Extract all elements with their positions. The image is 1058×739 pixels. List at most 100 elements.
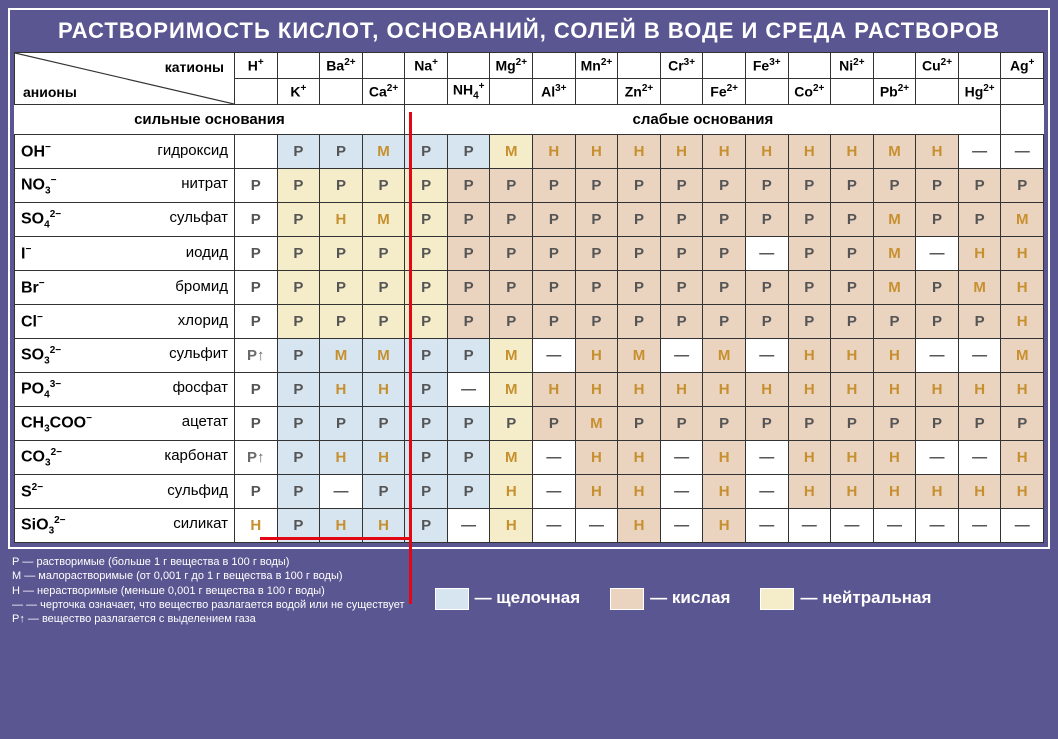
cell: — (873, 509, 916, 543)
cell: Р (447, 305, 490, 339)
cell: — (1001, 509, 1044, 543)
cell: Р (873, 169, 916, 203)
cell: Р (575, 169, 618, 203)
cation-bot-5: NH4+ (447, 79, 490, 105)
cell: Р (575, 271, 618, 305)
cell: Н (575, 135, 618, 169)
cell: — (745, 509, 788, 543)
cell: Р (618, 271, 661, 305)
cell: Р (788, 305, 831, 339)
cell: Р (788, 271, 831, 305)
cell: Р (916, 271, 959, 305)
table-row: Cl−хлоридРРРРРРРРРРРРРРРРРРН (15, 305, 1044, 339)
cell: Н (618, 441, 661, 475)
cell: Н (490, 509, 533, 543)
cell: Р (873, 305, 916, 339)
cell: Р (703, 237, 746, 271)
cell: Н (703, 509, 746, 543)
anion-label: SO32−сульфит (15, 339, 235, 373)
cell: Н (320, 373, 363, 407)
table-row: SO32−сульфитР↑РММРРМ—НМ—М—ННН——М (15, 339, 1044, 373)
cation-top-1 (277, 53, 320, 79)
cell: Р (447, 339, 490, 373)
cell: Р (745, 169, 788, 203)
cell: Р (831, 169, 874, 203)
table-row: I−иодидРРРРРРРРРРРР—РРМ—НН (15, 237, 1044, 271)
cell: — (916, 509, 959, 543)
cell: Р (277, 339, 320, 373)
cell: Р (618, 407, 661, 441)
anion-label: S2−сульфид (15, 475, 235, 509)
cell: Р↑ (235, 441, 278, 475)
cell: Р (618, 237, 661, 271)
cell: Р (447, 203, 490, 237)
cell: Р (745, 271, 788, 305)
cell: Н (703, 135, 746, 169)
cell: Р (362, 305, 405, 339)
cell: Р (788, 203, 831, 237)
cell: Р (277, 135, 320, 169)
cell: М (490, 441, 533, 475)
cell: Н (320, 441, 363, 475)
legend-line: М — малорастворимые (от 0,001 г до 1 г в… (12, 569, 405, 583)
cell: Р (533, 237, 576, 271)
cell: Н (618, 475, 661, 509)
cell: Н (660, 373, 703, 407)
cell: Р (277, 305, 320, 339)
cation-top-5 (447, 53, 490, 79)
cell: Р (618, 203, 661, 237)
cell: М (490, 339, 533, 373)
cell: Р (277, 441, 320, 475)
cell: Р (490, 407, 533, 441)
cell: Н (1001, 441, 1044, 475)
cell: Н (958, 237, 1001, 271)
cell: М (1001, 203, 1044, 237)
cation-top-13 (788, 53, 831, 79)
legend-swatch: — кислая (610, 587, 730, 610)
anion-label: I−иодид (15, 237, 235, 271)
anion-label: SiO32−силикат (15, 509, 235, 543)
cell: — (745, 339, 788, 373)
cell: Р (447, 271, 490, 305)
cell: М (362, 339, 405, 373)
cation-bot-4 (405, 79, 448, 105)
cell: Н (958, 373, 1001, 407)
cell: Р (490, 237, 533, 271)
cell: Р (575, 305, 618, 339)
cell: Р (235, 169, 278, 203)
cell: Н (575, 339, 618, 373)
cell: Н (916, 373, 959, 407)
cell: М (575, 407, 618, 441)
cell: Р (916, 203, 959, 237)
cell: Р (277, 271, 320, 305)
table-row: CH3COO−ацетатРРРРРРРРМРРРРРРРРРР (15, 407, 1044, 441)
page-title: РАСТВОРИМОСТЬ КИСЛОТ, ОСНОВАНИЙ, СОЛЕЙ В… (14, 14, 1044, 52)
cell: М (362, 135, 405, 169)
legend-environment: — щелочная— кислая— нейтральная (435, 555, 932, 626)
cell: Р (320, 169, 363, 203)
cell: Р (575, 237, 618, 271)
cell: Р (788, 169, 831, 203)
cell: — (447, 509, 490, 543)
cell: — (660, 475, 703, 509)
cell: Р (235, 203, 278, 237)
cell: — (831, 509, 874, 543)
cell: М (873, 203, 916, 237)
cell: Р (447, 169, 490, 203)
cell: Н (831, 339, 874, 373)
cell: М (873, 135, 916, 169)
cation-top-3 (362, 53, 405, 79)
cell: Р (235, 237, 278, 271)
legend-line: — — черточка означает, что вещество разл… (12, 598, 405, 612)
table-row: PO43−фосфатРРННР—МНННННННННННН (15, 373, 1044, 407)
cation-bot-7: Al3+ (533, 79, 576, 105)
group-weak: слабые основания (405, 105, 1001, 135)
cation-bot-16 (916, 79, 959, 105)
cell: — (533, 441, 576, 475)
cell: Р (703, 271, 746, 305)
cell: Р (277, 237, 320, 271)
cation-bot-13: Co2+ (788, 79, 831, 105)
cell: Р (277, 203, 320, 237)
cell: Р (320, 237, 363, 271)
cell: Н (745, 135, 788, 169)
